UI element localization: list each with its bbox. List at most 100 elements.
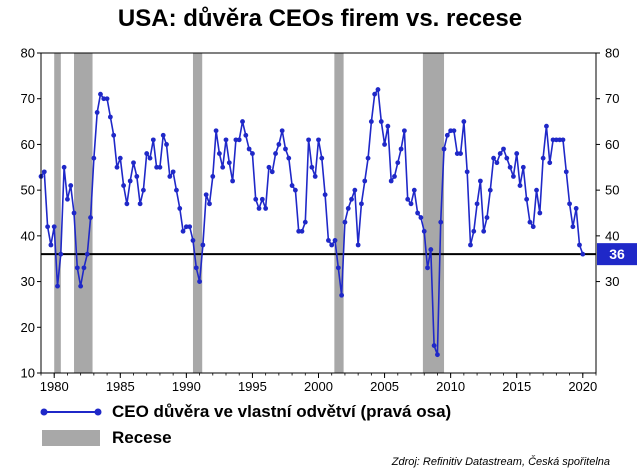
data-point [160, 132, 166, 138]
data-point [190, 238, 196, 243]
data-point [326, 238, 331, 243]
data-point [329, 242, 335, 248]
data-point [438, 219, 444, 225]
data-point [48, 242, 54, 248]
data-point [114, 164, 120, 170]
data-point [398, 146, 404, 152]
data-point [580, 251, 586, 257]
data-point [98, 91, 103, 97]
recession-band [192, 53, 203, 373]
data-point [570, 224, 576, 230]
data-point [101, 96, 107, 102]
data-point [335, 265, 341, 271]
data-point [309, 164, 315, 170]
data-point [372, 91, 378, 97]
data-point [137, 201, 143, 207]
data-point [385, 123, 391, 129]
x-tick-label: 1985 [106, 379, 135, 394]
data-point [233, 137, 239, 143]
data-point [312, 174, 318, 179]
data-point [144, 151, 150, 156]
data-point [425, 265, 430, 271]
chart-title: USA: důvěra CEOs firem vs. recese [117, 5, 523, 32]
data-point [246, 146, 252, 152]
legend-label-recession: Recese [112, 428, 172, 447]
series-line [40, 87, 584, 355]
data-point [405, 196, 411, 202]
y-right-tick-label: 40 [605, 228, 619, 243]
y-right-tick-label: 30 [605, 274, 619, 289]
data-point [349, 196, 354, 202]
data-point [193, 265, 199, 271]
data-point [250, 151, 255, 156]
y-left-tick-label: 70 [21, 91, 35, 106]
last-value-label-group: 36 [597, 243, 637, 266]
y-axis-left: 10 20 30 40 50 60 70 80 [21, 46, 41, 381]
y-right-tick-label: 60 [605, 137, 619, 152]
data-point [223, 137, 229, 143]
y-right-tick-label: 80 [605, 46, 619, 61]
plot-frame [40, 52, 597, 374]
x-tick-label: 1995 [238, 379, 267, 394]
data-point [481, 228, 487, 234]
data-point [411, 187, 417, 193]
data-point [207, 201, 212, 207]
data-point [511, 174, 516, 179]
x-tick-label: 2010 [436, 379, 465, 394]
data-point [388, 178, 394, 184]
data-point [415, 210, 421, 216]
data-point [345, 206, 351, 211]
data-point [365, 155, 371, 161]
data-point [342, 219, 348, 225]
data-point [375, 87, 381, 92]
data-point [428, 247, 434, 252]
data-point [183, 224, 189, 230]
data-point [553, 137, 559, 143]
data-point [127, 178, 133, 184]
x-tick-label: 2000 [304, 379, 333, 394]
recession-band [54, 53, 61, 373]
data-point [55, 283, 60, 289]
data-point [117, 155, 123, 161]
data-point [316, 137, 321, 143]
data-point [41, 169, 47, 175]
data-point [187, 224, 193, 230]
x-tick-label: 2015 [502, 379, 531, 394]
data-point [504, 155, 510, 161]
data-point [560, 137, 566, 143]
data-point [537, 210, 543, 216]
data-point [104, 96, 110, 102]
y-left-tick-label: 20 [21, 320, 35, 335]
data-point [563, 169, 569, 175]
y-left-tick-label: 30 [21, 274, 35, 289]
y-left-tick-label: 60 [21, 137, 35, 152]
data-point [395, 160, 401, 166]
data-point [197, 279, 202, 284]
data-point [352, 187, 358, 193]
data-point [226, 160, 232, 166]
data-point [177, 206, 183, 211]
data-point [263, 206, 269, 211]
data-point [520, 164, 526, 170]
data-point [418, 215, 424, 220]
data-point [141, 187, 146, 193]
data-point [253, 196, 259, 202]
data-point [273, 151, 278, 156]
data-point [279, 128, 285, 134]
x-tick-label: 1990 [172, 379, 201, 394]
data-point [74, 265, 80, 271]
recession-bands [54, 53, 445, 373]
data-point [84, 251, 90, 257]
data-point [444, 132, 450, 138]
data-point [164, 142, 169, 147]
data-point [557, 137, 563, 143]
data-point [58, 251, 64, 257]
data-point [319, 155, 325, 161]
data-point [68, 183, 74, 188]
data-point [61, 164, 67, 170]
data-point [289, 183, 295, 188]
y-left-tick-label: 40 [21, 228, 35, 243]
legend-item-recession: Recese [40, 427, 172, 449]
data-point [170, 169, 176, 175]
recession-band [74, 53, 93, 373]
